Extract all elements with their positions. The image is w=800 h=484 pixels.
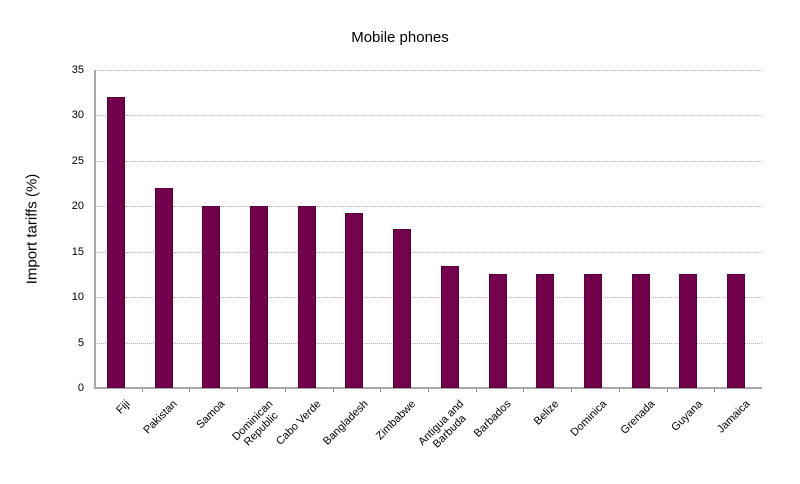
bar-grenada <box>631 274 650 388</box>
x-tick-label: Dominican Republic <box>230 398 281 449</box>
x-tick-mark <box>237 389 239 392</box>
plot-area <box>94 70 762 392</box>
gridline <box>94 297 762 299</box>
gridline <box>94 251 762 253</box>
y-tick-label: 35 <box>71 64 84 76</box>
x-tick-mark <box>523 389 525 392</box>
x-tick-mark <box>475 389 477 392</box>
gridline <box>94 115 762 117</box>
bar-dominican-republic <box>250 206 268 388</box>
y-tick-label: 5 <box>77 336 84 349</box>
gridline <box>94 206 762 208</box>
x-tick-mark <box>618 389 620 392</box>
bar-cabo-verde <box>297 206 316 388</box>
y-tick-label: 15 <box>71 245 84 258</box>
x-tick-mark <box>380 389 382 392</box>
x-tick-mark <box>428 389 429 392</box>
x-axis <box>94 387 762 389</box>
x-tick-mark <box>714 389 716 392</box>
bar-jamaica <box>727 274 746 388</box>
bar-dominica <box>584 274 602 388</box>
y-tick-label: 0 <box>77 382 84 394</box>
bar-guyana <box>679 274 698 388</box>
x-tick-mark <box>571 389 573 392</box>
bar-bangladesh <box>345 212 364 388</box>
bar-fiji <box>106 97 125 388</box>
bar-belize <box>536 274 555 388</box>
x-tick-label: Jamaica <box>715 398 753 436</box>
x-tick-label: Belize <box>532 398 562 428</box>
y-tick-label: 30 <box>71 109 84 122</box>
x-tick-label: Pakistan <box>141 398 181 437</box>
x-tick-label: Grenada <box>618 398 658 437</box>
x-tick-mark <box>666 389 668 392</box>
y-tick-label: 25 <box>71 154 84 167</box>
y-axis-label: Import tariffs (%) <box>23 173 41 285</box>
bar-pakistan <box>154 188 173 388</box>
x-tick-mark <box>141 389 143 392</box>
y-tick-label: 10 <box>71 291 84 304</box>
x-tick-label: Guyana <box>669 398 705 434</box>
y-tick-label: 20 <box>71 200 84 213</box>
chart-title: Mobile phones <box>351 29 449 46</box>
x-tick-label: Bangladesh <box>321 398 371 448</box>
bar-zimbabwe <box>393 229 412 388</box>
x-tick-mark <box>189 389 191 392</box>
x-tick-label: Cabo Verde <box>273 398 324 448</box>
x-tick-label: Samoa <box>194 398 228 432</box>
x-tick-label: Fiji <box>113 398 133 417</box>
gridline <box>94 160 762 162</box>
x-tick-mark <box>332 389 334 392</box>
x-tick-label: Barbados <box>472 398 515 440</box>
bar-antigua-and-barbuda <box>440 266 459 388</box>
x-tick-label: Zimbabwe <box>374 398 419 443</box>
x-tick-label: Dominica <box>568 398 610 439</box>
y-axis <box>94 70 96 388</box>
gridline <box>94 70 762 71</box>
bar-samoa <box>202 206 221 388</box>
x-tick-mark <box>284 389 286 392</box>
x-tick-label: Antigua and Barbuda <box>416 398 469 451</box>
bar-barbados <box>488 274 507 388</box>
gridline <box>94 342 762 344</box>
